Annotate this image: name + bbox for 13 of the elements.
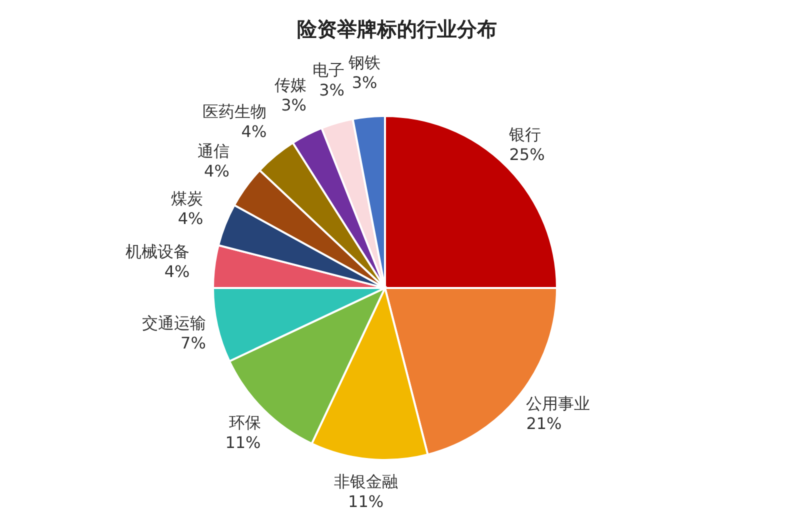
label: 钢铁 3% [348, 52, 381, 92]
label: 机械设备 4% [126, 242, 190, 281]
title: 险资举牌标的行业分布 [297, 17, 497, 41]
label: 银行 25% [509, 124, 545, 164]
label: 传媒 3% [274, 76, 306, 115]
label: 非银金融 11% [334, 472, 398, 512]
label: 通信 4% [197, 141, 230, 180]
label: 公用事业 21% [526, 394, 590, 434]
label: 煤炭 4% [171, 189, 204, 228]
label: 交通运输 7% [142, 314, 206, 352]
label: 医药生物 4% [202, 102, 267, 141]
label: 环保 11% [225, 413, 261, 452]
label: 电子 3% [312, 60, 344, 100]
